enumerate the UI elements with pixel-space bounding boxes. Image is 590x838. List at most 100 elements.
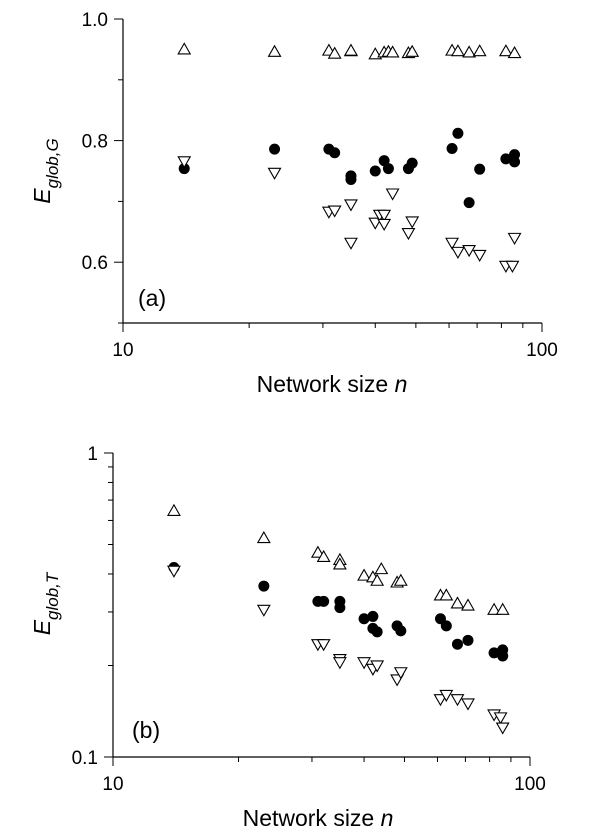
panel-b-circle-point	[462, 634, 474, 646]
panel-a-triangle-down-point	[450, 246, 465, 259]
panel-a-triangle-down-point	[344, 199, 358, 212]
panel-b-triangle-up-point	[461, 598, 475, 611]
panel-b-y-axis-title-sub: glob,T	[43, 571, 62, 620]
panel-a-triangle-down-point	[385, 188, 400, 201]
panel-a-circle-point	[329, 147, 341, 159]
panel-b-triangle-up-point	[256, 530, 271, 544]
panel-a-triangle-down-point	[377, 218, 392, 232]
panel-b-x-axis-title: Network size n	[243, 805, 394, 831]
panel-a-triangle-down-point	[462, 244, 477, 258]
panel-a-points	[177, 42, 522, 273]
panel-b-triangle-down-point	[332, 657, 347, 670]
panel-b-triangle-up-point	[166, 503, 181, 516]
panel-b-triangle-up-point	[495, 602, 510, 615]
panel-a-chart: 10 100 0.6 0.8 1.0 (a) Network size n Eglob,…	[29, 10, 558, 397]
panel-b-circle-point	[258, 580, 270, 592]
panel-a-triangle-down-point	[472, 249, 487, 263]
panel-a-triangle-up-point	[177, 42, 192, 55]
panel-a-triangle-up-point	[385, 45, 400, 58]
panel-b-circle-point	[440, 620, 452, 632]
panel-b-ticks	[104, 452, 531, 766]
panel-a-triangle-down-point	[377, 209, 392, 222]
panel-a-y-tick-label: 0.8	[82, 132, 108, 153]
panel-b-triangle-up-point	[393, 573, 408, 586]
panel-a-circle-point	[474, 163, 486, 175]
panel-a-triangle-down-point	[327, 205, 342, 218]
panel-b-triangle-up-point	[450, 596, 465, 609]
panel-b-x-axis-title-variable: n	[381, 805, 394, 831]
panel-a-circle-point	[406, 157, 418, 169]
panel-a-triangle-down-point	[507, 232, 522, 245]
panel-b-circle-point	[395, 625, 407, 637]
panel-b-triangle-up-point	[332, 557, 347, 570]
panel-b-label: (b)	[132, 717, 160, 743]
panel-b-triangle-up-point	[439, 588, 454, 601]
panel-a-y-axis-title-sub: glob,G	[43, 138, 62, 188]
panel-a-triangle-up-point	[462, 45, 477, 58]
panel-b-circle-point	[367, 610, 379, 622]
panel-a-triangle-up-point	[344, 43, 358, 56]
panel-a-circle-point	[269, 143, 281, 155]
panel-a-y-axis-title-main: E	[29, 188, 55, 204]
panel-a-circle-point	[452, 127, 464, 139]
panel-b-points	[166, 503, 510, 735]
panel-a-circle-point	[345, 170, 357, 182]
panel-a-triangle-down-point	[505, 260, 520, 273]
panel-a-tick-labels: 10 100 0.6 0.8 1.0	[82, 10, 558, 361]
panel-b-x-axis-title-text: Network size	[243, 805, 381, 831]
panel-b-triangle-up-point	[357, 568, 372, 581]
panel-a-circle-point	[463, 197, 475, 209]
panel-a-triangle-down-point	[405, 216, 420, 229]
panel-b-triangle-down-point	[370, 660, 385, 673]
panel-b-triangle-down-point	[166, 565, 181, 578]
panel-a-triangle-down-point	[177, 156, 192, 169]
panel-a-circle-point	[382, 163, 394, 175]
panel-b-triangle-up-point	[316, 549, 331, 563]
panel-a-x-axis-title-variable: n	[395, 371, 408, 397]
panel-b-triangle-up-point	[310, 545, 325, 558]
panel-b-triangle-down-point	[493, 712, 508, 725]
panel-b-y-tick-label: 0.1	[72, 748, 98, 769]
panel-a-x-tick-label: 10	[112, 340, 133, 361]
panel-b-circle-point	[451, 638, 463, 650]
panel-b-triangle-up-point	[370, 573, 385, 586]
panel-a-x-axis-title: Network size n	[257, 371, 408, 397]
panel-b-triangle-down-point	[316, 639, 331, 652]
panel-a-triangle-down-point	[368, 217, 383, 230]
panel-b-circle-point	[318, 595, 330, 607]
panel-b-circle-point	[497, 650, 509, 662]
panel-b-triangle-down-point	[495, 722, 510, 735]
panel-b-triangle-down-point	[256, 604, 271, 617]
panel-a-triangle-down-point	[267, 167, 282, 180]
panel-b-circle-point	[371, 626, 383, 638]
panel-b-y-tick-label: 1	[87, 444, 98, 465]
panel-a-triangle-down-point	[445, 237, 460, 250]
panel-b-x-tick-label: 100	[514, 774, 546, 795]
panel-a-triangle-up-point	[498, 44, 513, 57]
panel-b-circle-point	[334, 602, 346, 614]
panel-a-triangle-up-point	[267, 44, 282, 57]
panel-b-triangle-up-point	[374, 562, 389, 575]
panel-a-triangle-up-point	[450, 44, 465, 57]
panel-a-triangle-down-point	[344, 237, 358, 250]
panel-b-y-axis-title: Eglob,T	[29, 571, 62, 635]
panel-a-circle-point	[509, 156, 521, 168]
panel-b-triangle-down-point	[357, 657, 372, 670]
panel-a-triangle-up-point	[405, 44, 420, 57]
panel-a-circle-point	[369, 165, 381, 177]
panel-b-x-tick-label: 10	[102, 774, 123, 795]
panel-a-triangle-down-point	[401, 227, 416, 241]
panel-b-triangle-down-point	[439, 689, 454, 703]
panel-b-triangle-down-point	[393, 667, 408, 680]
panel-a-y-axis-title: Eglob,G	[29, 138, 62, 203]
panel-a-ticks	[114, 18, 543, 332]
panel-b-chart: 10 100 0.1 1 (b) Network size n Eglob,T	[29, 444, 546, 831]
panel-a-triangle-up-point	[507, 45, 522, 59]
panel-b-triangle-down-point	[461, 698, 475, 711]
panel-a-triangle-up-point	[327, 46, 342, 59]
panel-b-tick-labels: 10 100 0.1 1	[72, 444, 546, 795]
panel-b-y-axis-title-main: E	[29, 619, 55, 635]
panel-b-circle-point	[434, 613, 446, 625]
panel-a-circle-point	[446, 143, 458, 155]
